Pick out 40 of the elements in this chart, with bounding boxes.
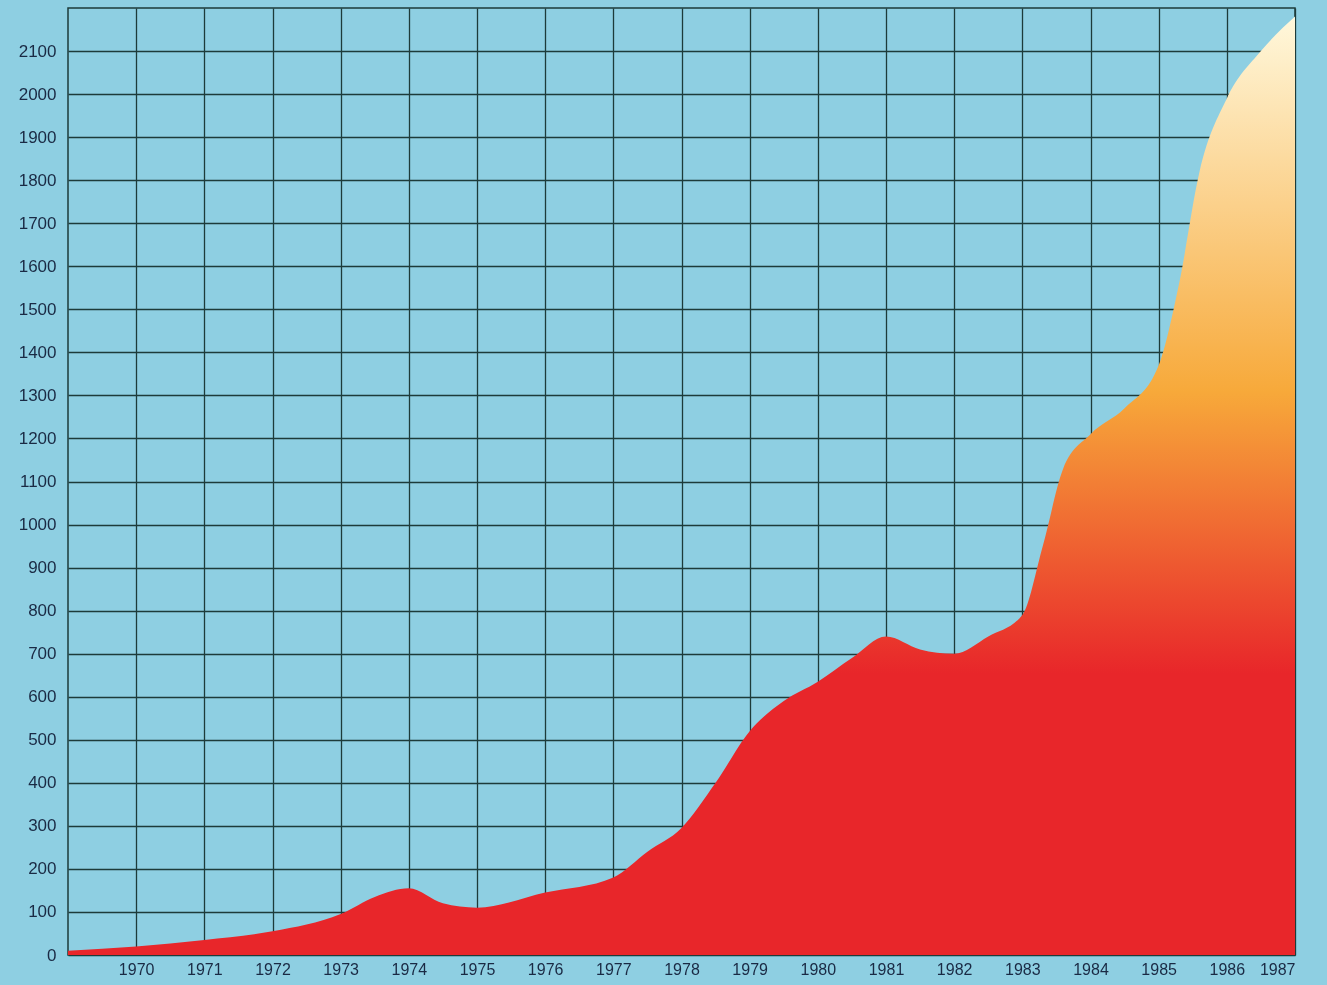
x-tick-label: 1973 <box>323 960 360 978</box>
y-tick-label: 1000 <box>18 515 57 535</box>
x-tick-label: 1987 <box>1259 960 1296 978</box>
y-tick-label: 500 <box>28 730 57 750</box>
y-tick-label: 400 <box>28 773 57 793</box>
y-tick-label: 300 <box>28 816 57 836</box>
y-tick-label: 600 <box>28 687 57 707</box>
x-tick-label: 1985 <box>1141 960 1178 978</box>
y-tick-label: 1500 <box>18 299 57 319</box>
y-tick-label: 2000 <box>18 84 57 104</box>
y-tick-label: 1700 <box>18 213 57 233</box>
x-tick-label: 1976 <box>527 960 564 978</box>
y-tick-label: 1400 <box>18 342 57 362</box>
x-tick-label: 1970 <box>118 960 155 978</box>
y-tick-label: 1300 <box>18 385 57 405</box>
y-tick-label: 1200 <box>18 428 57 448</box>
x-tick-label: 1978 <box>664 960 700 978</box>
x-tick-label: 1972 <box>255 960 291 978</box>
y-tick-label: 200 <box>28 859 57 879</box>
y-tick-label: 1600 <box>18 256 57 276</box>
x-tick-label: 1974 <box>391 960 428 978</box>
y-tick-label: 1100 <box>19 472 57 491</box>
x-tick-label: 1971 <box>187 960 223 978</box>
x-tick-label: 1983 <box>1005 960 1041 978</box>
y-tick-label: 2100 <box>18 41 57 61</box>
x-tick-label: 1986 <box>1209 960 1246 978</box>
x-tick-label: 1981 <box>868 960 905 978</box>
y-tick-label: 1800 <box>18 170 57 190</box>
x-tick-label: 1980 <box>800 960 837 978</box>
y-tick-label: 900 <box>28 558 57 578</box>
y-tick-label: 1900 <box>18 127 57 147</box>
x-tick-label: 1984 <box>1073 960 1109 978</box>
x-tick-label: 1975 <box>459 960 496 978</box>
x-tick-label: 1979 <box>732 960 769 978</box>
x-tick-label: 1977 <box>596 960 632 978</box>
x-tick-label: 1982 <box>936 960 973 978</box>
y-tick-label: 800 <box>28 601 57 621</box>
y-tick-label: 0 <box>47 945 57 965</box>
y-tick-label: 100 <box>28 902 57 922</box>
y-tick-label: 700 <box>28 644 57 664</box>
